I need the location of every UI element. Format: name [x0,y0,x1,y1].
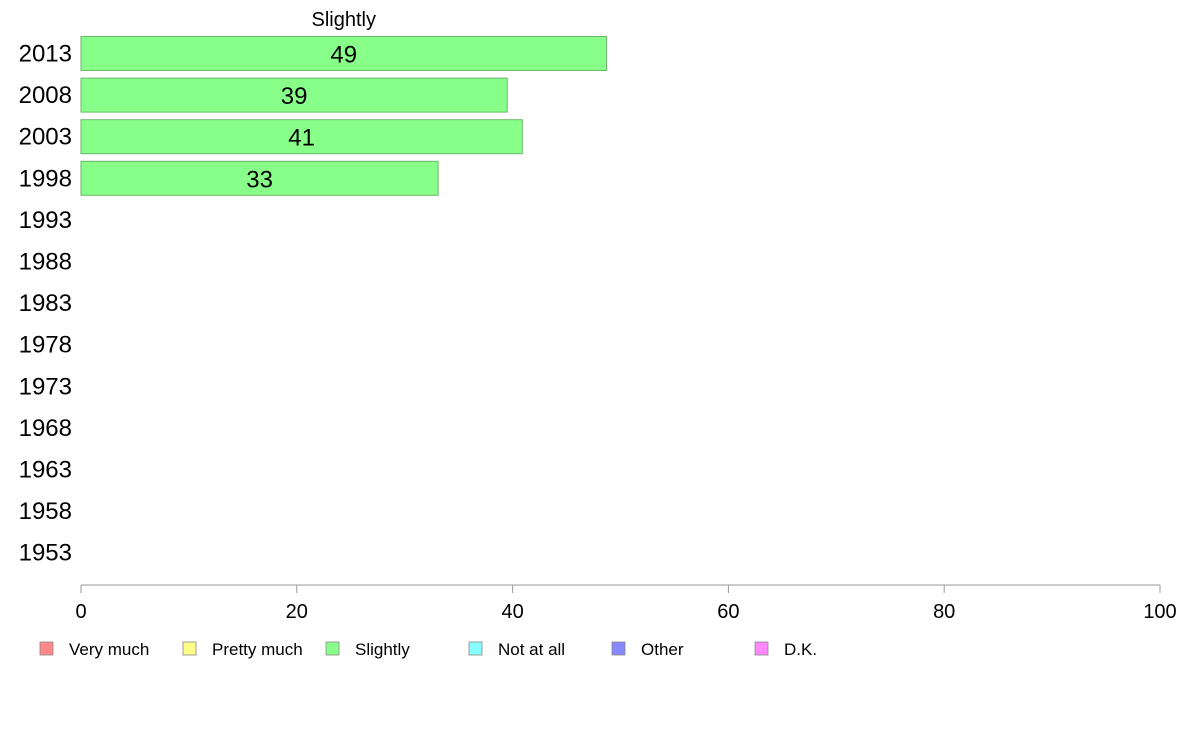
x-tick-label-20: 20 [286,601,308,623]
legend-swatch-pretty-much [182,641,197,656]
legend-label-pretty-much: Pretty much [212,640,303,659]
legend-label-not-at-all: Not at all [498,640,565,659]
bar-value-label-2008: 39 [281,83,308,110]
year-label-1968: 1968 [19,415,72,442]
legend-swatch-slightly [325,641,340,656]
legend-swatch-very-much [39,641,54,656]
bar-2003 [80,119,523,155]
year-label-2008: 2008 [19,82,72,109]
bar-value-label-2013: 49 [330,42,357,69]
year-label-1953: 1953 [19,540,72,567]
year-label-1993: 1993 [19,207,72,234]
legend: Very much Pretty much Slightly Not at all Ot… [39,640,817,659]
year-label-1983: 1983 [19,290,72,317]
year-label-1978: 1978 [19,332,72,359]
x-tick-label-60: 60 [717,601,739,623]
legend-label-d-k-: D.K. [784,640,817,659]
bars [80,36,607,196]
bar-2013 [80,36,607,71]
year-label-1958: 1958 [19,498,72,525]
legend-label-slightly: Slightly [355,640,410,659]
year-label-1988: 1988 [19,249,72,276]
year-label-1963: 1963 [19,457,72,484]
bar-value-label-1998: 33 [246,166,273,193]
legend-swatch-not-at-all [468,641,483,656]
year-label-2003: 2003 [19,124,72,151]
chart-title: Slightly [311,9,375,31]
x-tick-label-40: 40 [501,601,523,623]
legend-swatch-other [611,641,626,656]
legend-label-other: Other [641,640,684,659]
legend-label-very-much: Very much [69,640,149,659]
legend-swatch-d-k- [754,641,769,656]
bar-labels: 49 39 41 33 [246,42,357,194]
year-label-1998: 1998 [19,165,72,192]
year-label-2013: 2013 [19,41,72,68]
x-tick-label-100: 100 [1143,601,1176,623]
year-labels: 2013 2008 2003 1998 1993 1988 1983 1978 1973 1968… [19,41,72,567]
bar-1998 [80,160,439,196]
x-tick-label-80: 80 [933,601,955,623]
bar-2008 [80,77,508,113]
x-tick-label-0: 0 [75,601,86,623]
bar-value-label-2003: 41 [288,125,315,152]
x-axis: 0 20 40 60 80 100 [75,584,1177,623]
year-label-1973: 1973 [19,373,72,400]
